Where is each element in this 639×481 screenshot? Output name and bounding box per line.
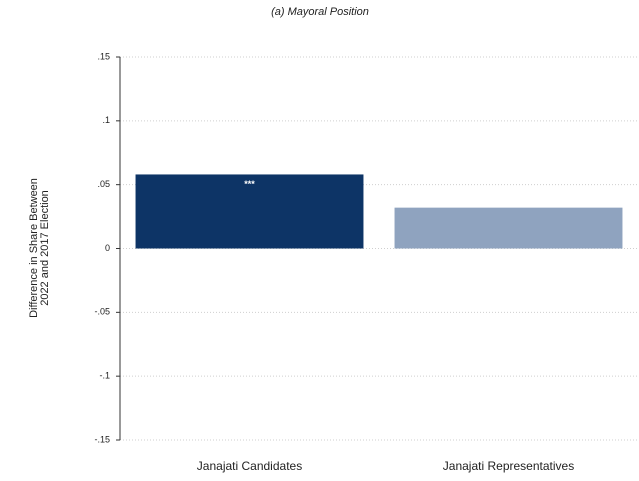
y-tick-label: .05 (97, 179, 110, 189)
bar (135, 174, 364, 249)
y-tick-label: -.15 (94, 434, 110, 444)
y-tick-label: -.05 (94, 307, 110, 317)
y-tick-label: .15 (97, 51, 110, 61)
y-tick-label: -.1 (99, 371, 110, 381)
bar (394, 207, 623, 249)
chart-title: (a) Mayoral Position (271, 6, 369, 18)
y-tick-label: 0 (105, 243, 110, 253)
significance-label: *** (244, 179, 255, 189)
x-tick-label: Janajati Representatives (443, 459, 574, 473)
y-axis-label: Difference in Share Between (28, 178, 40, 318)
y-tick-label: .1 (102, 115, 110, 125)
x-tick-label: Janajati Candidates (197, 459, 302, 473)
y-axis-label: 2022 and 2017 Election (39, 190, 51, 306)
